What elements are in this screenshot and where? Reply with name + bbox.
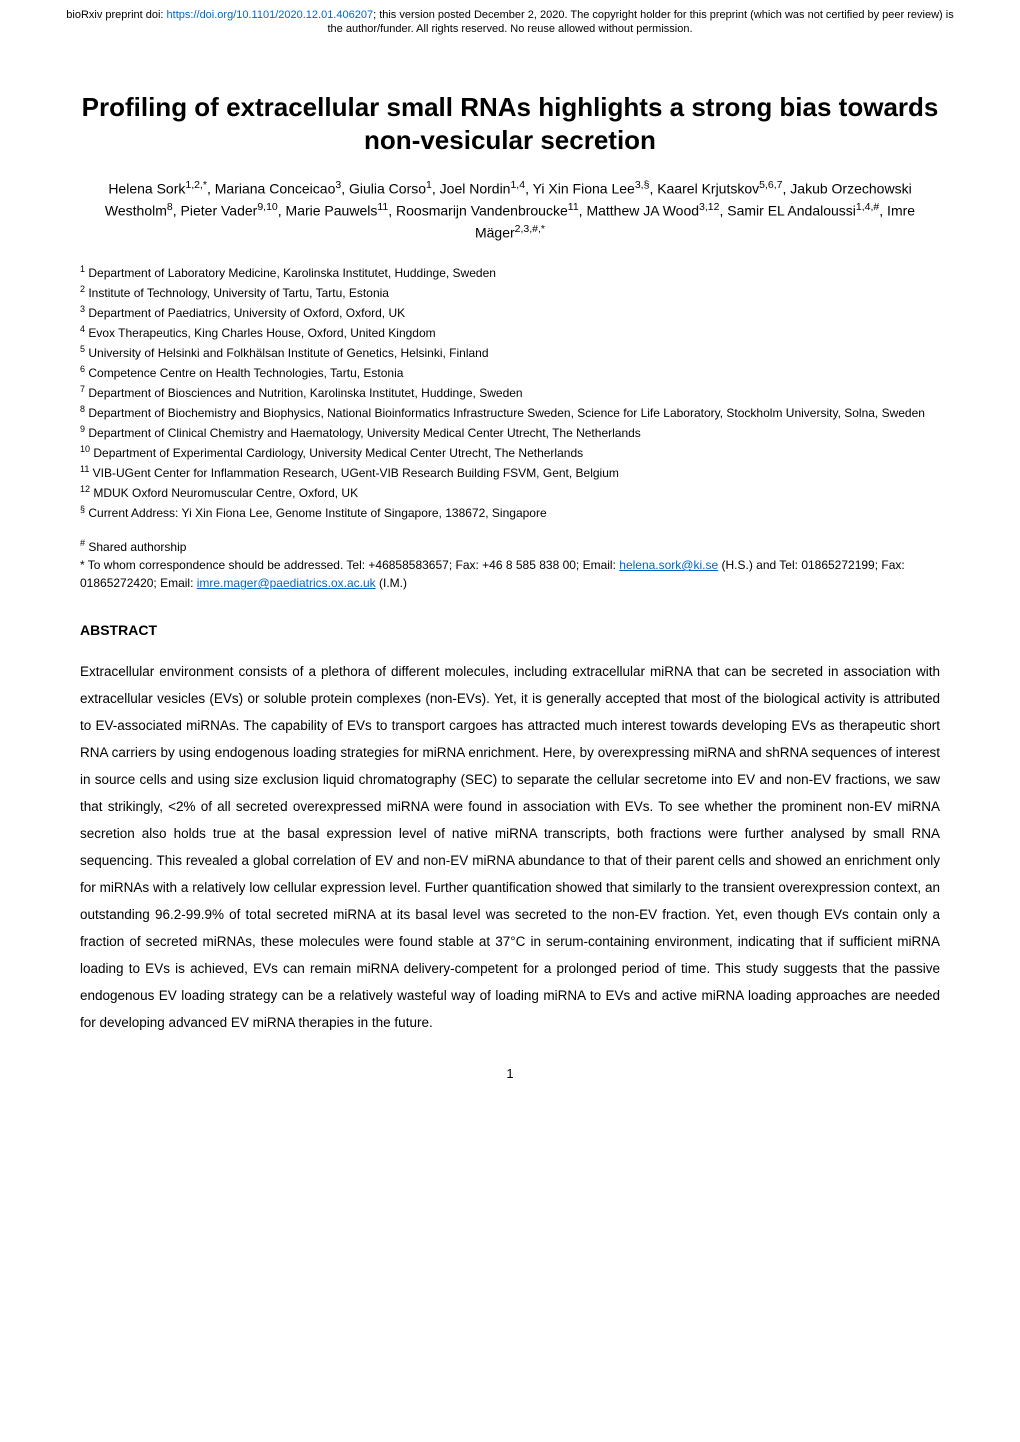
abstract-body: Extracellular environment consists of a … — [80, 658, 940, 1036]
affiliation-marker: 6 — [80, 364, 85, 374]
affiliation-line: 9 Department of Clinical Chemistry and H… — [80, 423, 940, 442]
affiliation-line: 4 Evox Therapeutics, King Charles House,… — [80, 323, 940, 342]
affiliation-line: 6 Competence Centre on Health Technologi… — [80, 363, 940, 382]
doi-link[interactable]: https://doi.org/10.1101/2020.12.01.40620… — [167, 9, 374, 21]
affiliations-block: 1 Department of Laboratory Medicine, Kar… — [80, 263, 940, 522]
affiliation-marker: 11 — [80, 464, 89, 474]
preprint-suffix: ; this version posted December 2, 2020. … — [327, 9, 953, 35]
corr-prefix1: * To whom correspondence should be addre… — [80, 558, 619, 572]
affiliation-line: 3 Department of Paediatrics, University … — [80, 303, 940, 322]
email-link-2[interactable]: imre.mager@paediatrics.ox.ac.uk — [197, 576, 376, 590]
affiliation-line: 8 Department of Biochemistry and Biophys… — [80, 403, 940, 422]
affiliation-marker: 10 — [80, 444, 90, 454]
abstract-heading: ABSTRACT — [80, 622, 940, 638]
affiliation-line: 10 Department of Experimental Cardiology… — [80, 443, 940, 462]
correspondence-note: * To whom correspondence should be addre… — [80, 556, 940, 592]
affiliation-line: 11 VIB-UGent Center for Inflammation Res… — [80, 463, 940, 482]
affiliation-line: 1 Department of Laboratory Medicine, Kar… — [80, 263, 940, 282]
affiliation-marker: 9 — [80, 424, 85, 434]
paper-title: Profiling of extracellular small RNAs hi… — [80, 91, 940, 159]
author-list: Helena Sork1,2,*, Mariana Conceicao3, Gi… — [80, 178, 940, 243]
corr-suffix: (I.M.) — [376, 576, 407, 590]
affiliation-marker: § — [80, 504, 85, 514]
affiliation-marker: 7 — [80, 384, 85, 394]
page-content: Profiling of extracellular small RNAs hi… — [0, 41, 1020, 1122]
preprint-prefix: bioRxiv preprint doi: — [66, 9, 166, 21]
page-number: 1 — [80, 1066, 940, 1081]
email-link-1[interactable]: helena.sork@ki.se — [619, 558, 718, 572]
preprint-header: bioRxiv preprint doi: https://doi.org/10… — [0, 0, 1020, 41]
shared-authorship-note: # Shared authorship — [80, 538, 940, 554]
hash-symbol: # — [80, 538, 85, 548]
affiliation-marker: 1 — [80, 264, 85, 274]
affiliation-marker: 12 — [80, 484, 90, 494]
affiliation-marker: 2 — [80, 284, 85, 294]
affiliation-marker: 3 — [80, 304, 85, 314]
affiliation-line: 5 University of Helsinki and Folkhälsan … — [80, 343, 940, 362]
affiliation-line: 12 MDUK Oxford Neuromuscular Centre, Oxf… — [80, 483, 940, 502]
shared-text: Shared authorship — [88, 540, 186, 554]
affiliation-line: 7 Department of Biosciences and Nutritio… — [80, 383, 940, 402]
affiliation-marker: 4 — [80, 324, 85, 334]
affiliation-marker: 8 — [80, 404, 85, 414]
affiliation-line: § Current Address: Yi Xin Fiona Lee, Gen… — [80, 503, 940, 522]
affiliation-line: 2 Institute of Technology, University of… — [80, 283, 940, 302]
affiliation-marker: 5 — [80, 344, 85, 354]
